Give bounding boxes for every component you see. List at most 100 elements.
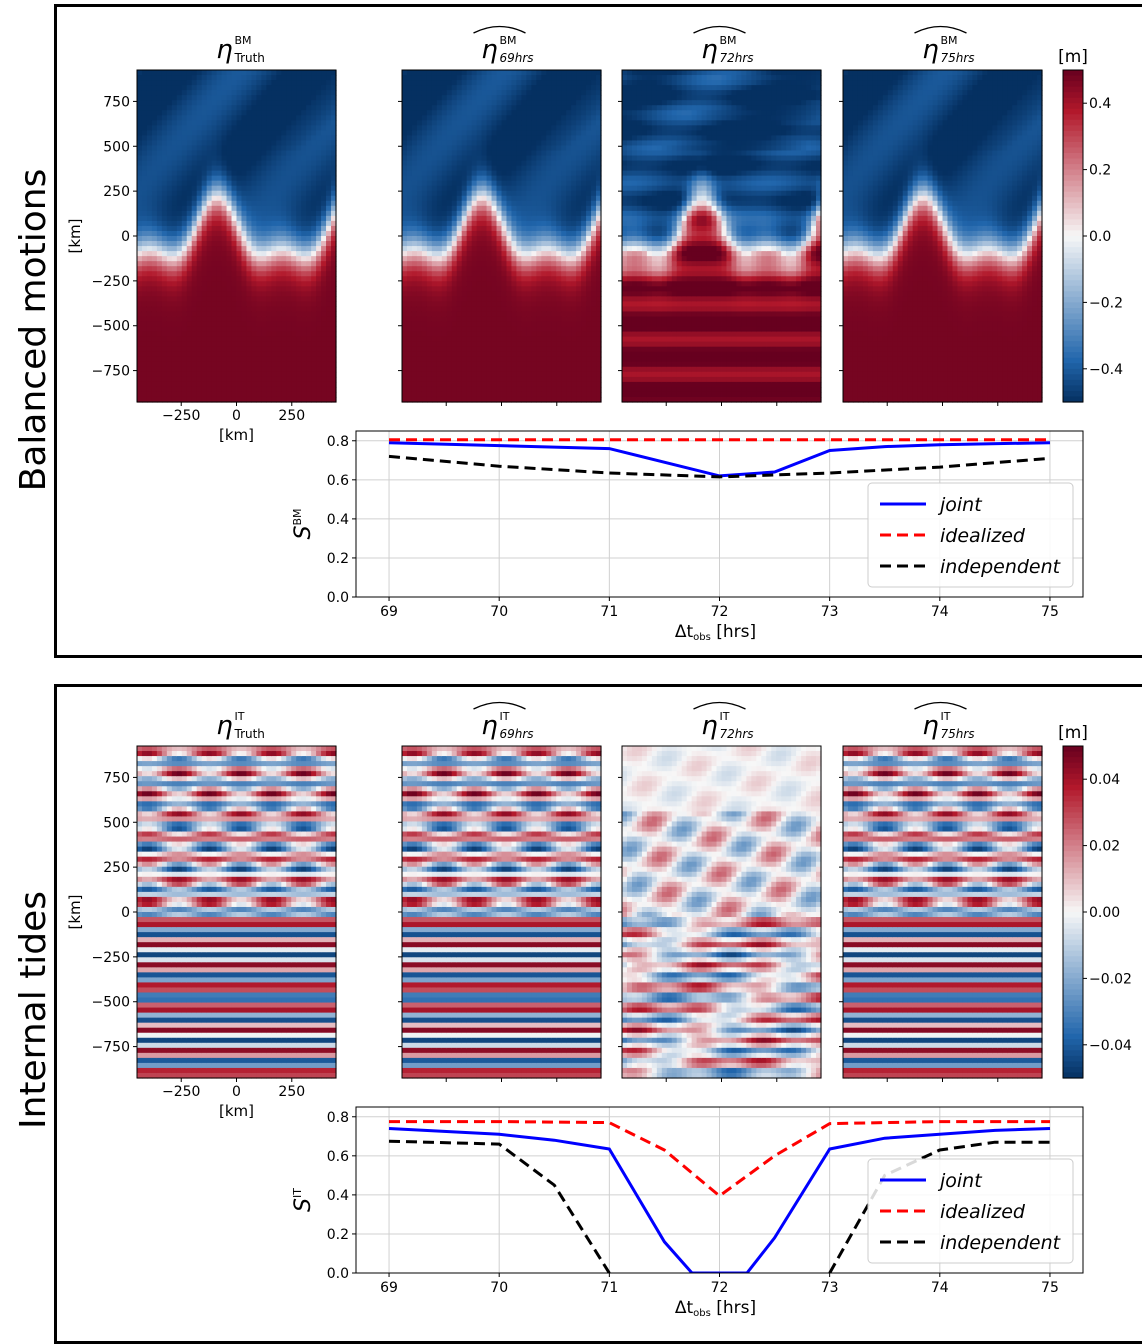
map-cell (506, 120, 513, 126)
map-cell (226, 70, 233, 76)
map-cell (551, 306, 557, 313)
map-cell (516, 195, 522, 202)
map-cell (511, 321, 518, 328)
map-cell (256, 190, 262, 197)
map-cell (331, 361, 337, 368)
map-cell (291, 336, 297, 343)
map-cell (551, 90, 557, 96)
map-cell (436, 311, 443, 318)
map-cell (306, 180, 312, 187)
map-cell (201, 120, 208, 126)
map-cell (161, 220, 168, 227)
map-cell (446, 110, 453, 116)
map-cell (521, 75, 527, 81)
map-cell (281, 381, 287, 388)
map-cell (181, 215, 188, 222)
map-cell (536, 215, 542, 222)
map-cell (181, 90, 188, 96)
map-cell (151, 391, 158, 398)
map-cell (316, 175, 322, 182)
map-cell (261, 396, 267, 403)
map-cell (411, 376, 418, 383)
map-cell (481, 195, 488, 202)
map-cell (201, 115, 208, 121)
map-cell (476, 251, 483, 257)
map-cell (226, 296, 233, 302)
map-cell (546, 115, 552, 121)
map-cell (251, 321, 257, 328)
map-cell (486, 165, 493, 172)
map-cell (316, 220, 322, 227)
map-cell (406, 326, 413, 333)
map-cell (456, 85, 463, 91)
map-cell (266, 271, 272, 277)
map-cell (501, 180, 508, 187)
map-cell (566, 291, 572, 297)
map-cell (521, 145, 527, 152)
map-cell (571, 391, 577, 398)
map-cell (476, 70, 483, 76)
map-cell (526, 366, 532, 373)
map-cell (186, 366, 193, 373)
map-cell (301, 105, 307, 111)
map-cell (556, 200, 562, 207)
map-cell (201, 75, 208, 81)
map-cell (246, 281, 253, 287)
map-cell (201, 195, 208, 202)
map-cell (571, 160, 577, 167)
map-cell (406, 296, 413, 302)
map-cell (506, 125, 513, 131)
map-cell (311, 366, 317, 373)
map-cell (276, 301, 282, 308)
map-cell (176, 215, 183, 222)
map-cell (231, 85, 238, 91)
map-cell (161, 326, 168, 333)
map-cell (251, 341, 257, 348)
map-cell (456, 336, 463, 343)
map-cell (141, 140, 148, 147)
map-cell (181, 175, 188, 182)
map-cell (281, 241, 287, 247)
map-cell (191, 261, 198, 267)
map-cell (186, 236, 193, 242)
map-cell (291, 80, 297, 86)
map-cell (536, 371, 542, 378)
map-cell (506, 351, 513, 358)
map-cell (231, 200, 238, 207)
map-cell (311, 70, 317, 76)
map-cell (501, 95, 508, 101)
map-cell (406, 145, 413, 152)
map-cell (256, 115, 262, 121)
map-cell (196, 331, 203, 338)
map-cell (251, 266, 257, 272)
map-cell (436, 241, 443, 247)
map-cell (206, 311, 213, 318)
map-cell (261, 266, 267, 272)
map-cell (201, 256, 208, 262)
map-cell (486, 391, 493, 398)
map-cell (441, 225, 448, 232)
map-cell (441, 110, 448, 116)
map-cell (441, 381, 448, 388)
map-cell (441, 155, 448, 162)
map-cell (156, 311, 163, 318)
map-cell (561, 301, 567, 308)
map-cell (566, 195, 572, 202)
map-cell (156, 281, 163, 287)
map-cell (546, 236, 552, 242)
map-cell (416, 165, 423, 172)
map-cell (286, 371, 292, 378)
map-cell (171, 261, 178, 267)
map-cell (456, 220, 463, 227)
map-cell (261, 135, 267, 142)
map-cell (201, 90, 208, 96)
map-cell (416, 130, 423, 136)
map-cell (261, 95, 267, 101)
map-cell (421, 351, 428, 358)
map-cell (216, 381, 223, 388)
map-cell (436, 341, 443, 348)
map-cell (326, 215, 332, 222)
map-cell (402, 276, 408, 282)
map-cell (411, 346, 418, 353)
map-cell (266, 150, 272, 157)
